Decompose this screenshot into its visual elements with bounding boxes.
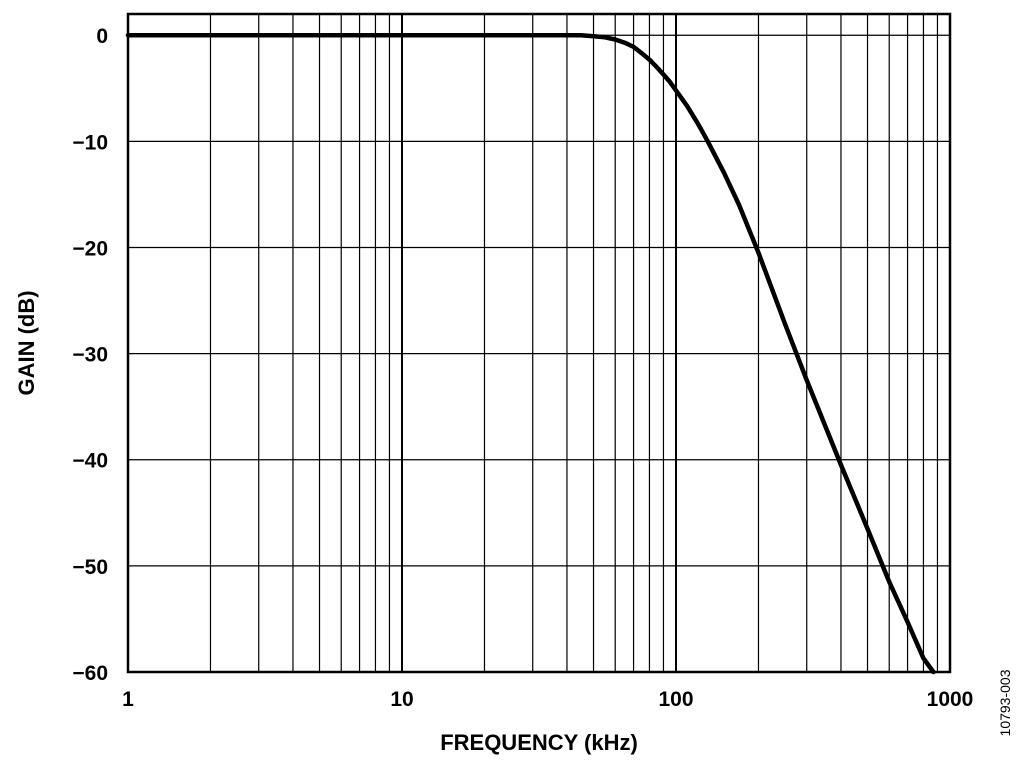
y-tick-label: 0 — [96, 25, 108, 48]
y-tick-labels: 0 −10 −20 −30 −40 −50 −60 — [72, 25, 108, 685]
x-tick-label: 1 — [122, 688, 134, 711]
y-tick-label: −10 — [72, 131, 108, 154]
series-layer — [125, 32, 936, 675]
figure-id: 10793-003 — [997, 669, 1013, 736]
plot-frame — [126, 12, 952, 674]
x-tick-label: 1000 — [927, 688, 974, 711]
x-axis-title: FREQUENCY (kHz) — [440, 730, 638, 755]
x-tick-label: 10 — [390, 688, 413, 711]
x-tick-label: 100 — [658, 688, 693, 711]
x-tick-labels: 1 10 100 1000 — [122, 688, 973, 711]
y-tick-label: −20 — [72, 237, 108, 260]
gain-curve — [125, 32, 936, 675]
grid — [127, 14, 950, 673]
y-axis-title: GAIN (dB) — [14, 290, 39, 395]
y-tick-label: −50 — [72, 556, 108, 579]
y-tick-label: −60 — [72, 662, 108, 685]
y-tick-label: −40 — [72, 450, 108, 473]
y-tick-label: −30 — [72, 344, 108, 367]
